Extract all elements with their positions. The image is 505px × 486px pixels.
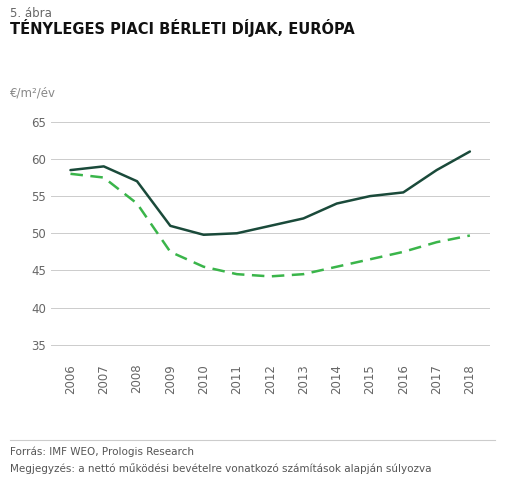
Reál [134,201,140,207]
Nominál [400,190,407,195]
Reál [234,271,240,277]
Nominál [234,230,240,236]
Nominál [434,167,440,173]
Nominál [134,178,140,184]
Reál [300,271,307,277]
Reál [400,249,407,255]
Text: 5. ábra: 5. ábra [10,7,52,20]
Nominál [367,193,373,199]
Text: Megjegyzés: a nettó működési bevételre vonatkozó számítások alapján súlyozva: Megjegyzés: a nettó működési bevételre v… [10,463,432,474]
Line: Reál: Reál [71,174,470,277]
Text: €/m²/év: €/m²/év [10,87,56,100]
Reál [100,174,107,180]
Nominál [300,215,307,221]
Reál [167,249,173,255]
Reál [434,239,440,245]
Nominál [167,223,173,229]
Reál [68,171,74,177]
Nominál [100,163,107,169]
Reál [334,264,340,270]
Nominál [267,223,273,229]
Text: TÉNYLEGES PIACI BÉRLETI DÍJAK, EURÓPA: TÉNYLEGES PIACI BÉRLETI DÍJAK, EURÓPA [10,19,355,37]
Nominál [200,232,207,238]
Nominál [68,167,74,173]
Reál [200,264,207,270]
Reál [267,274,273,279]
Text: Forrás: IMF WEO, Prologis Research: Forrás: IMF WEO, Prologis Research [10,446,194,457]
Line: Nominál: Nominál [71,152,470,235]
Nominál [467,149,473,155]
Reál [367,257,373,262]
Nominál [334,201,340,207]
Reál [467,233,473,239]
